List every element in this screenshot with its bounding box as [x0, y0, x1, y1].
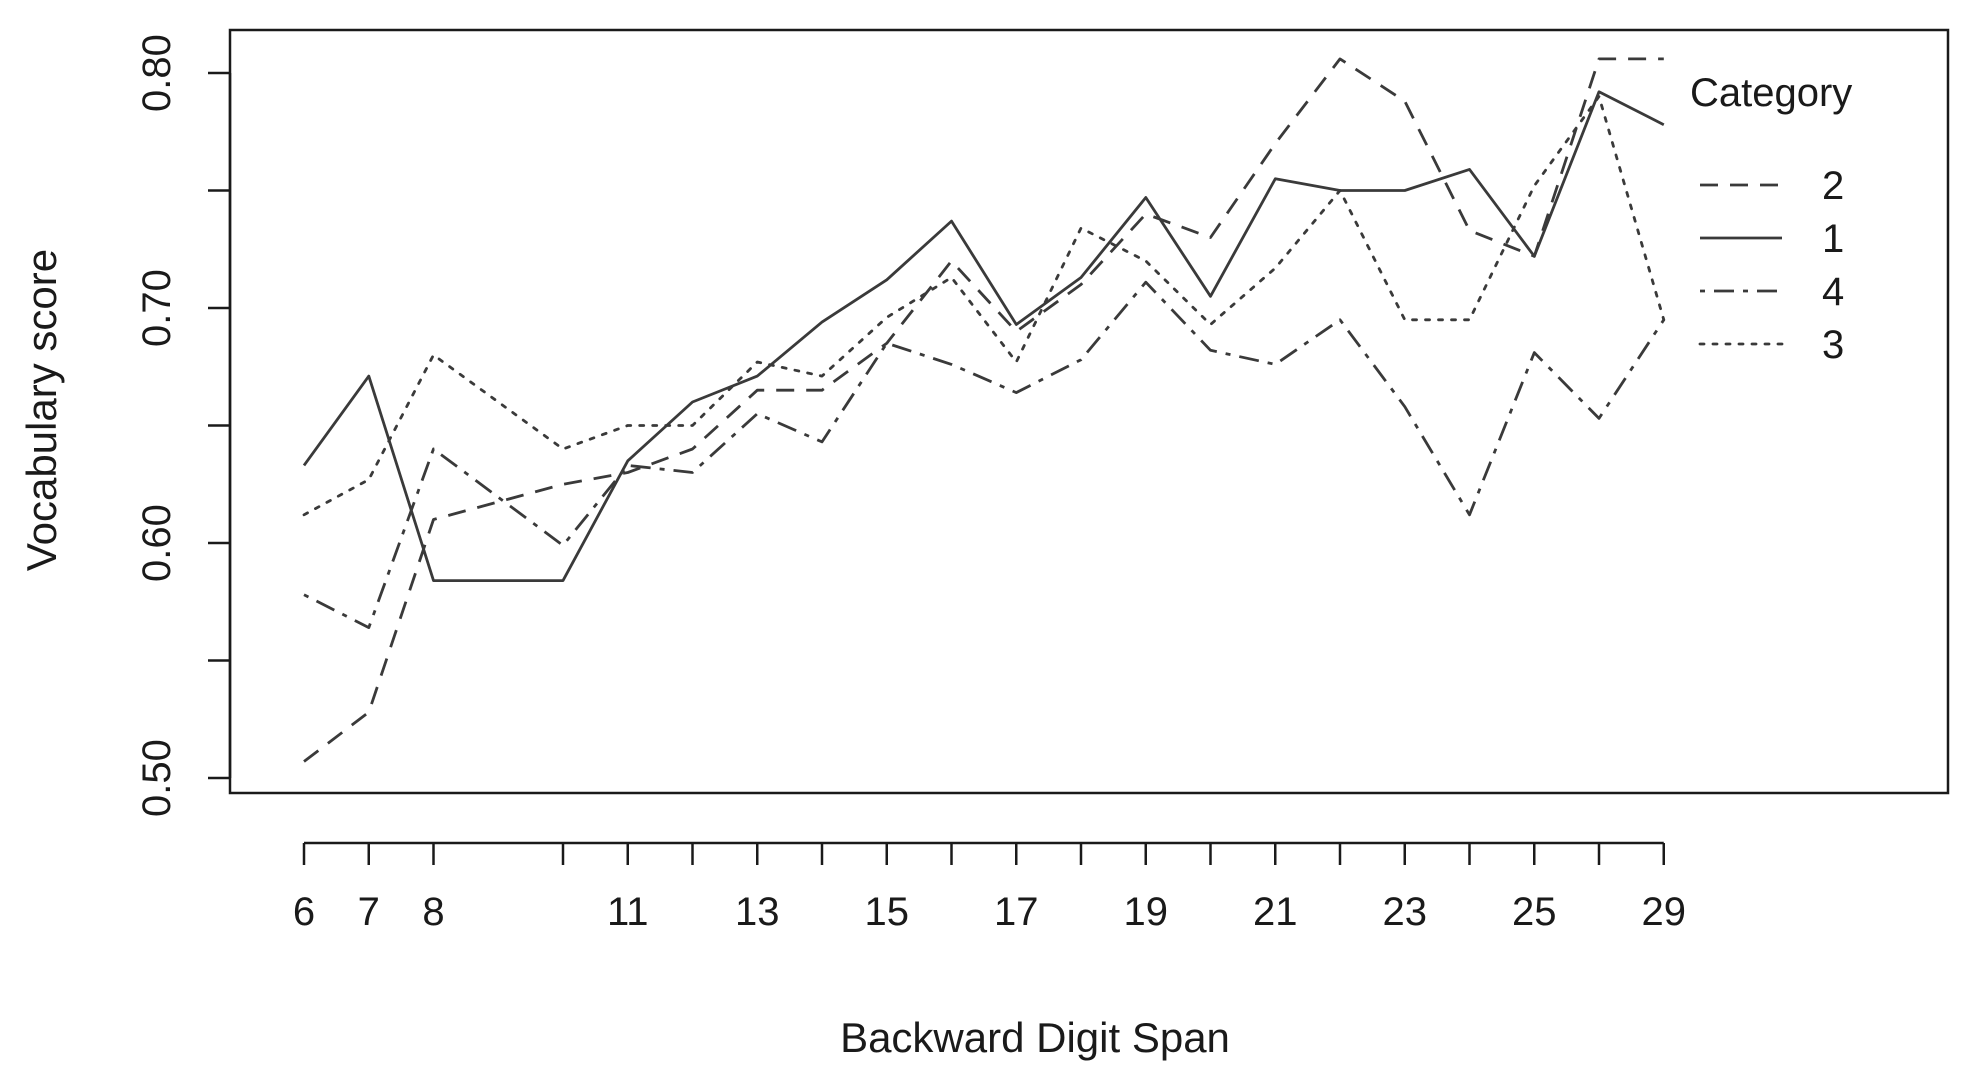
x-tick-label: 29: [1642, 890, 1687, 934]
y-axis-title: Vocabulary score: [18, 249, 65, 571]
legend-label-3: 3: [1822, 323, 1844, 367]
x-tick-label: 13: [735, 890, 780, 934]
legend: Category 2 1 4 3: [1690, 71, 1852, 367]
plot-frame-group: [228, 28, 1950, 795]
plot-frame: [228, 28, 1950, 795]
x-tick-label: 7: [358, 890, 380, 934]
series-line-4: [303, 280, 1665, 629]
x-tick-label: 11: [607, 890, 649, 934]
x-tick-label: 19: [1124, 890, 1169, 934]
x-tick-label: 6: [293, 890, 315, 934]
x-tick-label: 8: [422, 890, 444, 934]
series-line-2: [303, 57, 1664, 763]
legend-label-2: 2: [1822, 164, 1844, 208]
series-line-1: [302, 90, 1665, 582]
legend-label-1: 1: [1822, 217, 1844, 261]
x-axis-title: Backward Digit Span: [840, 1014, 1230, 1061]
x-tick-label: 25: [1512, 890, 1557, 934]
y-axis: 0.50 0.60 0.70 0.80: [135, 34, 232, 817]
y-tick-label: 0.70: [135, 269, 179, 347]
x-tick-label: 17: [994, 890, 1039, 934]
series-lines: [302, 57, 1666, 763]
x-tick-label: 15: [865, 890, 910, 934]
y-tick-label: 0.80: [135, 34, 179, 112]
legend-title: Category: [1690, 71, 1852, 115]
x-tick-label: 21: [1253, 890, 1298, 934]
legend-label-4: 4: [1822, 270, 1844, 314]
y-tick-label: 0.60: [135, 504, 179, 582]
x-tick-label: 23: [1383, 890, 1428, 934]
series-line-3: [302, 95, 1666, 517]
y-tick-label: 0.50: [135, 739, 179, 817]
x-axis: 6 7 8 11 13 15 17 19 21 23 25 29: [293, 841, 1687, 934]
